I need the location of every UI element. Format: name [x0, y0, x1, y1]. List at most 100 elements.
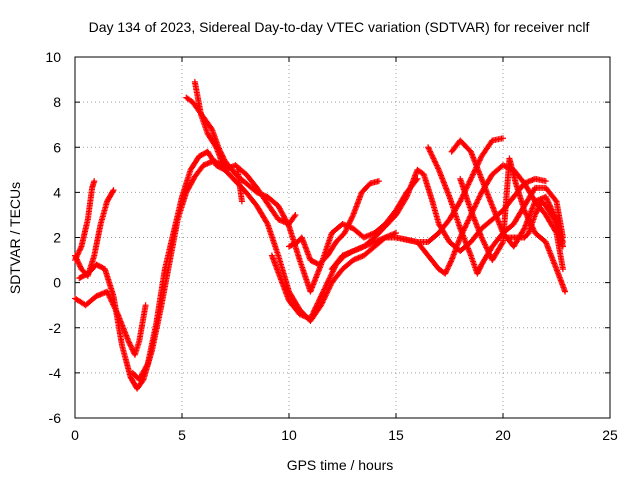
data-point	[342, 228, 349, 235]
data-point	[75, 260, 82, 267]
data-point	[142, 302, 149, 309]
y-tick-label: 4	[53, 184, 61, 200]
y-tick-label: 6	[53, 139, 61, 155]
data-point	[319, 289, 326, 296]
data-point	[442, 269, 449, 276]
y-tick-label: -6	[49, 410, 62, 426]
data-point	[346, 218, 353, 225]
data-point	[552, 197, 559, 204]
data-point	[73, 255, 80, 262]
data-point	[447, 258, 454, 265]
data-point	[144, 362, 151, 369]
data-point	[74, 257, 81, 264]
data-point	[77, 244, 84, 251]
data-point	[323, 282, 330, 289]
data-point	[447, 259, 454, 266]
data-point	[534, 206, 541, 213]
data-point	[323, 281, 330, 288]
data-point	[327, 272, 334, 279]
series-trace-1	[72, 178, 98, 264]
data-point	[533, 209, 540, 216]
data-point	[238, 198, 245, 205]
data-point	[500, 135, 506, 142]
data-point	[72, 252, 78, 259]
data-points	[72, 78, 569, 392]
data-point	[535, 205, 542, 212]
axis-ticks: 0 5 10 15 20 25 -6 -4 -2 0 2 4 6 8 10	[45, 49, 618, 443]
data-point	[128, 343, 135, 350]
data-point	[307, 315, 314, 322]
data-point	[328, 271, 335, 278]
data-point	[308, 314, 315, 321]
data-point	[344, 224, 351, 231]
y-tick-label: 2	[53, 230, 61, 246]
data-point	[326, 275, 333, 282]
data-point	[550, 215, 557, 222]
data-point	[562, 288, 569, 295]
data-point	[532, 211, 539, 218]
data-point	[316, 296, 323, 303]
data-point	[313, 303, 320, 310]
data-point	[312, 306, 319, 313]
data-point	[129, 346, 136, 353]
data-point	[311, 307, 318, 314]
data-point	[347, 217, 354, 224]
x-tick-label: 10	[281, 427, 297, 443]
chart-title: Day 134 of 2023, Sidereal Day-to-day VTE…	[89, 19, 590, 35]
data-point	[443, 267, 450, 274]
y-tick-label: -2	[49, 320, 62, 336]
data-point	[263, 219, 270, 226]
data-point	[446, 261, 453, 268]
y-tick-label: 0	[53, 275, 61, 291]
data-point	[314, 300, 321, 307]
series-trace-15	[457, 155, 569, 295]
x-tick-label: 0	[71, 427, 79, 443]
y-tick-label: 8	[53, 94, 61, 110]
data-point	[315, 297, 322, 304]
series-trace-16	[504, 198, 566, 246]
data-point	[318, 292, 325, 299]
data-point	[322, 283, 329, 290]
data-point	[310, 308, 317, 315]
data-point	[75, 250, 82, 257]
data-point	[128, 345, 135, 352]
y-axis-label: SDTVAR / TECUs	[7, 182, 23, 294]
data-point	[72, 253, 79, 260]
series-trace-7	[191, 78, 299, 227]
data-point	[320, 287, 327, 294]
data-point	[327, 274, 334, 281]
data-point	[77, 263, 84, 270]
series-trace-13	[425, 144, 566, 277]
data-point	[444, 266, 451, 273]
data-point	[310, 310, 317, 317]
x-tick-label: 25	[602, 427, 618, 443]
data-point	[324, 279, 331, 286]
data-point	[402, 195, 409, 202]
data-point	[91, 178, 98, 185]
y-tick-label: -4	[49, 365, 62, 381]
data-point	[75, 248, 82, 255]
data-point	[325, 276, 332, 283]
data-point	[559, 266, 566, 273]
data-point	[76, 247, 83, 254]
x-axis-label: GPS time / hours	[287, 457, 394, 473]
data-point	[308, 312, 315, 319]
y-tick-label: 10	[45, 49, 61, 65]
data-point	[321, 286, 328, 293]
series-trace-11	[328, 166, 549, 273]
data-point	[126, 340, 133, 347]
data-point	[73, 256, 80, 263]
data-point	[346, 220, 353, 227]
series-trace-9	[268, 135, 506, 322]
series-trace-8	[234, 166, 245, 205]
data-point	[532, 210, 539, 217]
data-point	[348, 216, 355, 223]
data-point	[375, 178, 382, 185]
data-point	[319, 290, 326, 297]
data-point	[342, 227, 349, 234]
data-point	[341, 229, 348, 236]
data-point	[349, 213, 356, 220]
data-point	[535, 203, 542, 210]
data-point	[317, 294, 324, 301]
